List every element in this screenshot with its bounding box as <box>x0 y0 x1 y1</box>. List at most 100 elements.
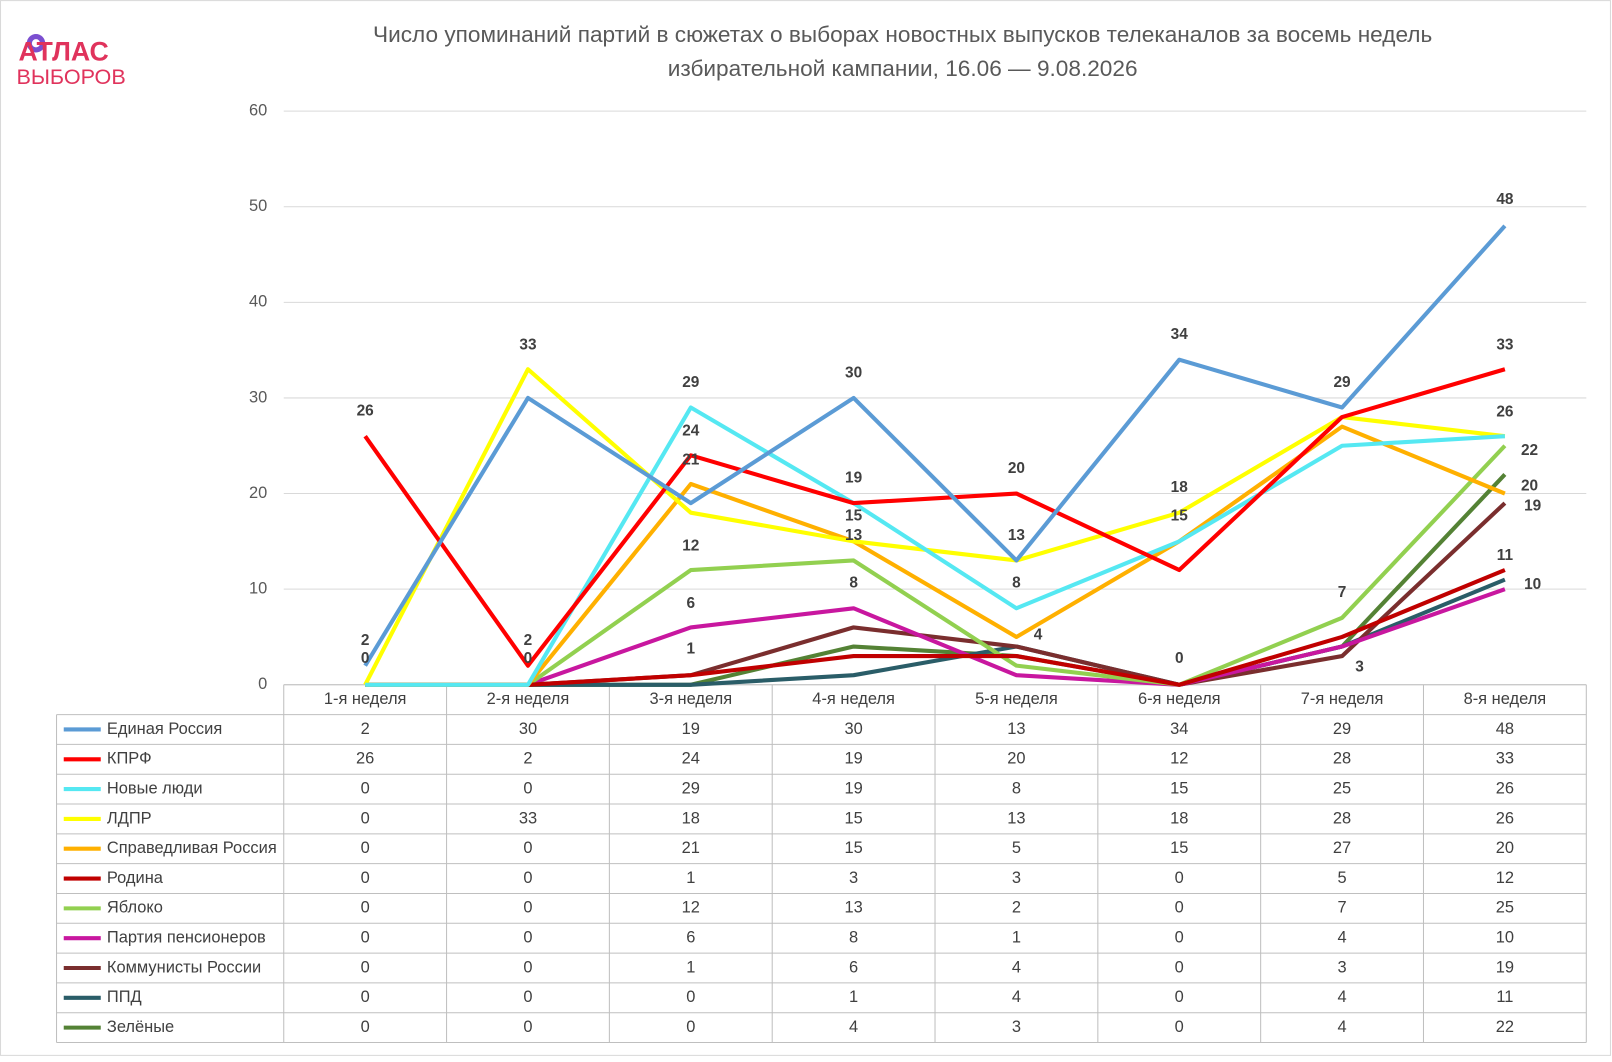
table-cell: 15 <box>844 839 862 857</box>
x-tick-label: 8-я неделя <box>1464 690 1547 708</box>
data-label: 0 <box>361 650 370 667</box>
data-label: 10 <box>1524 576 1541 593</box>
series-line <box>363 367 1506 686</box>
table-cell: 1 <box>686 958 695 976</box>
table-cell: 20 <box>1496 839 1514 857</box>
table-cell: 0 <box>1175 1018 1184 1036</box>
table-cell: 28 <box>1333 750 1351 768</box>
table-cell: 0 <box>361 839 370 857</box>
table-cell: 0 <box>1175 958 1184 976</box>
table-cell: 2 <box>523 750 532 768</box>
table-cell: 0 <box>361 809 370 827</box>
table-cell: 15 <box>1170 839 1188 857</box>
data-label: 2 <box>361 632 370 649</box>
table-cell: 0 <box>361 869 370 887</box>
data-label: 15 <box>1171 508 1189 525</box>
table-cell: 4 <box>849 1018 858 1036</box>
data-label: 11 <box>1497 547 1514 564</box>
table-cell: 15 <box>1170 779 1188 797</box>
series-line <box>365 444 1507 687</box>
series-line <box>363 367 1506 668</box>
table-cell: 3 <box>849 869 858 887</box>
table-cell: 6 <box>849 958 858 976</box>
data-label: 33 <box>1496 337 1514 354</box>
table-cell: 5 <box>1337 869 1346 887</box>
table-cell: 27 <box>1333 839 1351 857</box>
series-line <box>365 587 1506 687</box>
data-label: 1 <box>687 641 696 658</box>
chart-subtitle: избирательной кампании, 16.06 — 9.08.202… <box>668 56 1138 81</box>
table-cell: 0 <box>361 779 370 797</box>
table-cell: 3 <box>1337 958 1346 976</box>
table-cell: 19 <box>1496 958 1514 976</box>
data-label: 13 <box>845 527 863 544</box>
table-cell: 4 <box>1337 1018 1346 1036</box>
legend-label: Яблоко <box>107 899 163 917</box>
data-label: 26 <box>1496 404 1514 421</box>
table-cell: 0 <box>1175 869 1184 887</box>
data-label: 29 <box>1333 374 1350 391</box>
table-cell: 8 <box>1012 779 1021 797</box>
table-cell: 11 <box>1496 988 1513 1006</box>
table-cell: 0 <box>361 1018 370 1036</box>
table-cell: 21 <box>682 839 700 857</box>
table-cell: 0 <box>523 958 532 976</box>
table-cell: 3 <box>1012 1018 1021 1036</box>
data-label: 3 <box>1355 658 1364 675</box>
table-cell: 13 <box>1007 809 1025 827</box>
table-cell: 26 <box>356 750 374 768</box>
data-label: 22 <box>1521 442 1538 459</box>
data-label: 20 <box>1008 460 1025 477</box>
table-cell: 2 <box>1012 899 1021 917</box>
table-cell: 1 <box>686 869 695 887</box>
table-cell: 18 <box>1170 809 1188 827</box>
legend-label: Новые люди <box>107 779 203 797</box>
table-cell: 0 <box>361 988 370 1006</box>
table-cell: 4 <box>1012 958 1021 976</box>
data-label: 4 <box>1034 626 1043 643</box>
data-label: 0 <box>524 650 533 667</box>
table-cell: 25 <box>1333 779 1351 797</box>
table-cell: 22 <box>1496 1018 1514 1036</box>
table-cell: 0 <box>1175 929 1184 947</box>
table-cell: 29 <box>1333 720 1351 738</box>
table-cell: 0 <box>361 899 370 917</box>
logo-text: ВЫБОРОВ <box>16 64 125 89</box>
table-cell: 19 <box>844 750 862 768</box>
table-cell: 4 <box>1337 929 1346 947</box>
legend-label: ЛДПР <box>107 809 152 827</box>
data-label: 12 <box>682 537 699 554</box>
x-tick-label: 5-я неделя <box>975 690 1058 708</box>
legend-label: Партия пенсионеров <box>107 929 266 947</box>
y-tick-label: 60 <box>249 101 267 119</box>
table-cell: 34 <box>1170 720 1188 738</box>
data-label: 2 <box>524 632 533 649</box>
x-tick-label: 3-я неделя <box>649 690 732 708</box>
table-cell: 0 <box>523 839 532 857</box>
chart-title: Число упоминаний партий в сюжетах о выбо… <box>373 22 1432 47</box>
series-line <box>365 424 1506 687</box>
x-tick-label: 7-я неделя <box>1301 690 1384 708</box>
logo-text: АТЛАС <box>19 37 109 67</box>
table-cell: 33 <box>1496 750 1514 768</box>
table-cell: 15 <box>844 809 862 827</box>
table-cell: 0 <box>361 958 370 976</box>
table-cell: 30 <box>844 720 862 738</box>
x-tick-label: 1-я неделя <box>324 690 407 708</box>
y-tick-label: 40 <box>249 293 267 311</box>
series-line <box>365 405 1506 687</box>
table-cell: 8 <box>849 929 858 947</box>
table-cell: 13 <box>1007 720 1025 738</box>
logo-icon <box>31 39 41 48</box>
data-label: 20 <box>1521 477 1538 494</box>
legend-label: Зелёные <box>107 1018 174 1036</box>
table-cell: 12 <box>682 899 700 917</box>
y-tick-label: 10 <box>249 579 267 597</box>
y-tick-label: 20 <box>249 484 267 502</box>
table-cell: 26 <box>1496 779 1514 797</box>
table-cell: 29 <box>682 779 700 797</box>
legend-label: ППД <box>107 988 142 1006</box>
table-cell: 6 <box>686 929 695 947</box>
table-cell: 0 <box>523 899 532 917</box>
table-cell: 0 <box>523 869 532 887</box>
